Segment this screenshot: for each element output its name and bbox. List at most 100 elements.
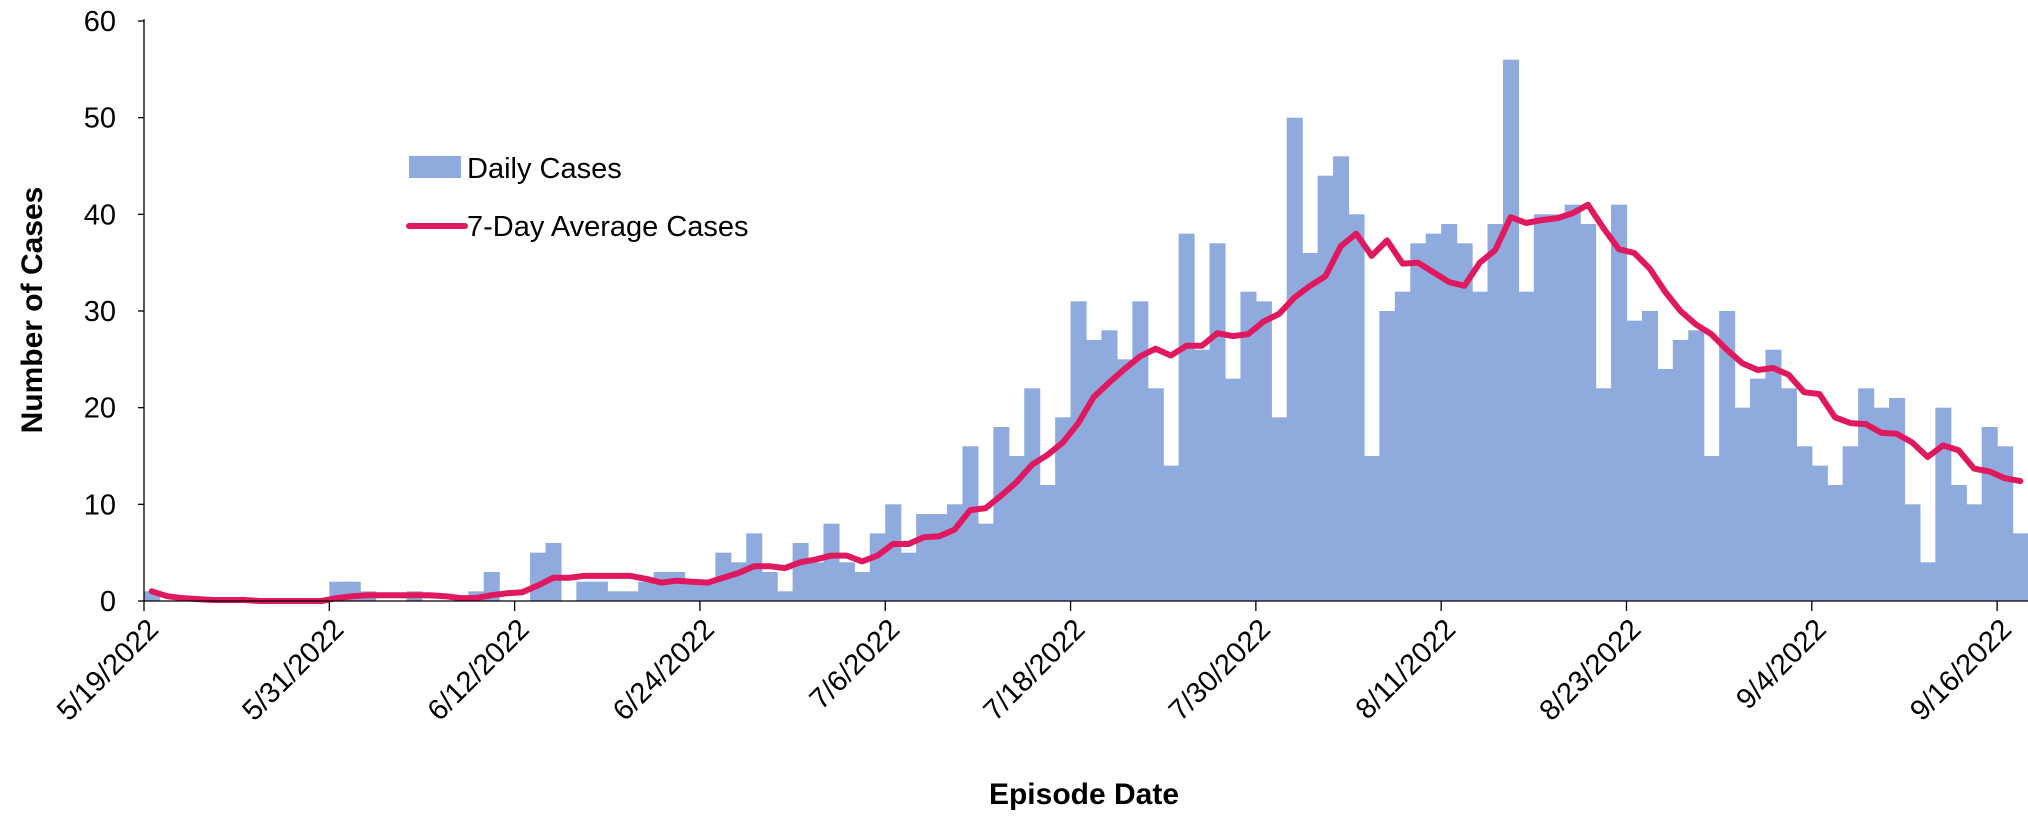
bar <box>1518 291 1535 601</box>
bar <box>838 562 855 601</box>
bar <box>1163 465 1180 601</box>
x-tick-label: 7/30/2022 <box>1163 613 1277 727</box>
x-tick-label: 5/19/2022 <box>51 613 165 727</box>
bar <box>1441 224 1458 601</box>
bar <box>1333 156 1350 602</box>
bar <box>1055 417 1072 601</box>
legend-label: 7-Day Average Cases <box>467 211 749 243</box>
x-tick-label: 8/23/2022 <box>1534 613 1648 727</box>
x-tick-label: 6/24/2022 <box>607 613 721 727</box>
bar <box>1997 446 2014 601</box>
bar <box>1302 253 1319 601</box>
y-tick-label: 40 <box>84 199 116 231</box>
bar <box>1734 407 1751 601</box>
line <box>148 201 2024 604</box>
bar <box>1024 388 1041 601</box>
bar <box>823 523 840 601</box>
bar <box>1317 175 1334 601</box>
bar <box>1101 330 1118 601</box>
bar <box>1796 446 1813 601</box>
bar <box>1811 465 1828 601</box>
x-tick-label: 6/12/2022 <box>422 613 536 727</box>
bar <box>1595 388 1612 601</box>
x-tick-label: 7/6/2022 <box>804 613 906 715</box>
bar <box>869 533 886 601</box>
bar <box>792 543 809 601</box>
bar <box>1132 301 1149 601</box>
bar <box>1255 301 1272 601</box>
y-tick-label: 30 <box>84 296 116 328</box>
bar <box>699 581 716 601</box>
bar <box>684 581 701 601</box>
bar <box>1765 349 1782 601</box>
bar <box>2012 533 2028 601</box>
bar <box>1966 504 1983 601</box>
bar <box>1147 388 1164 601</box>
bar <box>669 572 686 601</box>
bar <box>1070 301 1087 601</box>
bar <box>1487 224 1504 601</box>
bar <box>1286 117 1303 602</box>
bar <box>931 514 948 601</box>
bar <box>1410 243 1427 602</box>
bar <box>1178 233 1195 601</box>
bar <box>1086 340 1103 601</box>
bar <box>638 581 655 601</box>
bar <box>1394 291 1411 601</box>
legend-label: Daily Cases <box>467 153 622 185</box>
bar <box>1039 485 1056 601</box>
bar <box>1919 562 1936 601</box>
bar <box>808 562 825 601</box>
bar <box>777 591 794 601</box>
bar <box>993 427 1010 601</box>
bar <box>1456 243 1473 602</box>
bar <box>1348 214 1365 602</box>
bar <box>900 552 917 601</box>
bar <box>1703 456 1720 601</box>
legend-swatch <box>409 156 461 178</box>
bar <box>1240 291 1257 601</box>
bar <box>1873 407 1890 601</box>
bar <box>1626 320 1643 601</box>
bar <box>1889 398 1906 601</box>
bar <box>1363 456 1381 601</box>
bar <box>591 581 608 601</box>
y-tick-label: 0 <box>100 586 116 618</box>
y-tick-label: 50 <box>84 103 116 135</box>
bar <box>1564 204 1581 601</box>
bar <box>1611 204 1628 601</box>
bar <box>1379 311 1396 601</box>
bar <box>1533 214 1550 602</box>
bar <box>545 543 562 601</box>
bar <box>1950 485 1967 601</box>
y-tick-label: 20 <box>84 393 116 425</box>
x-tick-label: 8/11/2022 <box>1350 613 1462 725</box>
bar <box>1904 504 1921 601</box>
bars <box>144 59 2028 602</box>
bar <box>1116 359 1133 601</box>
x-tick-label: 7/18/2022 <box>978 613 1092 727</box>
bar <box>1641 311 1658 601</box>
bar <box>977 523 994 601</box>
bar <box>1194 349 1211 601</box>
bar <box>144 591 161 601</box>
bar <box>1719 311 1736 601</box>
y-tick-label: 60 <box>84 6 116 38</box>
bar <box>962 446 979 601</box>
bar <box>576 581 593 601</box>
bar <box>1425 233 1442 601</box>
bar <box>1780 388 1797 601</box>
bar <box>1549 214 1566 602</box>
bar <box>1842 446 1859 601</box>
bar <box>653 572 670 601</box>
bar <box>1472 291 1489 601</box>
bar <box>1271 417 1288 601</box>
bar <box>761 572 778 601</box>
bar <box>1580 224 1597 601</box>
bar <box>1672 340 1689 601</box>
y-axis-title: Number of Cases <box>16 187 49 434</box>
bar <box>1224 378 1242 601</box>
bar <box>1827 485 1844 601</box>
bar <box>1935 407 1952 601</box>
